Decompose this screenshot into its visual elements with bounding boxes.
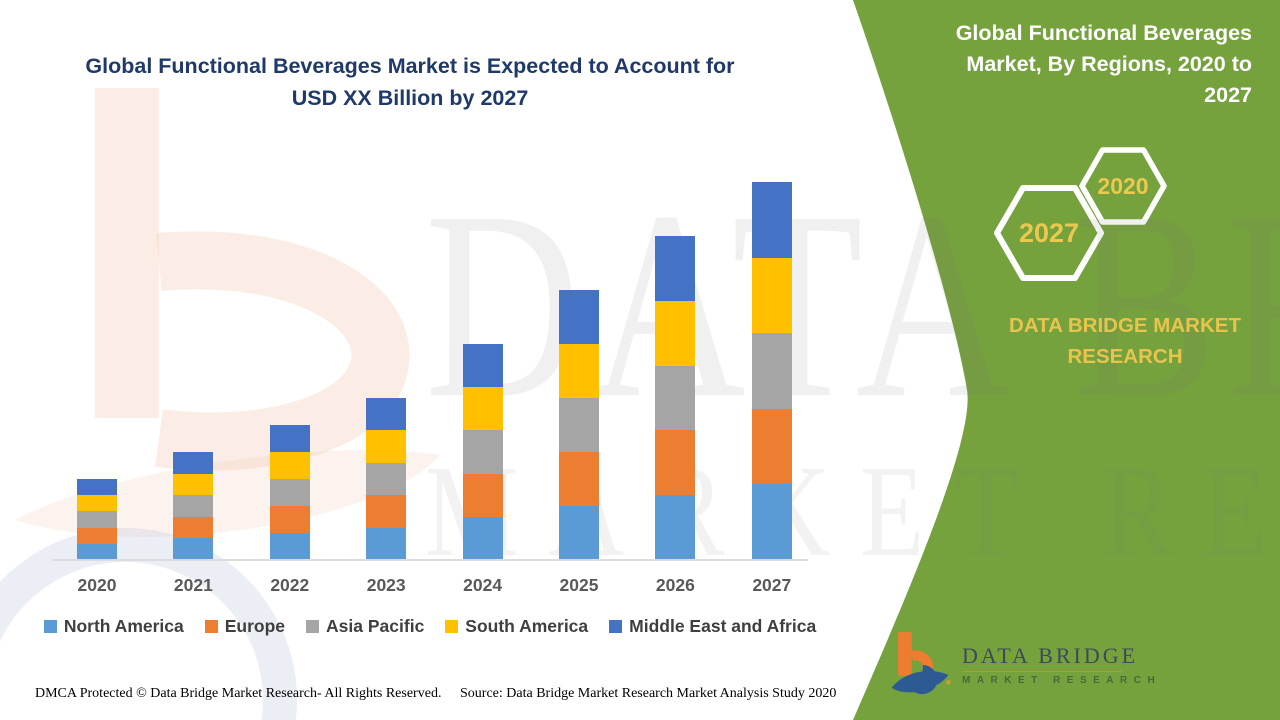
bar-segment (77, 479, 117, 496)
bar-segment (269, 479, 310, 506)
x-axis-label: 2022 (270, 575, 310, 595)
bar-segment (655, 430, 696, 496)
dmca-footer-text: DMCA Protected © Data Bridge Market Rese… (35, 686, 442, 701)
bar-segment (269, 425, 310, 452)
bar-segment (173, 516, 214, 539)
stacked-bar-2020 (77, 479, 117, 560)
legend-marker-icon (609, 620, 623, 633)
hexagon-2020-icon (1079, 147, 1167, 225)
legend-label: South America (465, 616, 589, 636)
legend-marker-icon (306, 620, 320, 633)
bar-segment (751, 182, 792, 258)
x-axis-label: 2023 (366, 575, 406, 595)
bar-segment (655, 300, 696, 366)
x-axis-label: 2024 (463, 575, 503, 595)
legend-item: Europe (204, 616, 286, 637)
stacked-bar-2027 (751, 182, 792, 560)
bar-segment (366, 495, 407, 528)
bar-segment (366, 462, 407, 496)
legend-item: Asia Pacific (306, 616, 424, 637)
legend-item: North America (43, 616, 184, 637)
bar-segment (559, 452, 599, 506)
bar-segment (559, 344, 599, 398)
bar-segment (751, 257, 792, 334)
bar-segment (462, 387, 503, 431)
data-bridge-logo-icon (891, 632, 951, 695)
bar-segment (462, 430, 503, 474)
bar-segment (173, 538, 214, 560)
bar-segment (269, 533, 310, 560)
bar-segment (366, 398, 407, 431)
bar-segment (77, 511, 117, 528)
hexagon-2027-icon (994, 185, 1104, 281)
legend-marker-icon (204, 620, 218, 633)
bar-segment (173, 473, 214, 496)
bar-segment (269, 452, 310, 479)
bar-segment (366, 430, 407, 463)
logo-divider (962, 670, 1122, 672)
data-bridge-logo: DATA BRIDGE MARKET RESEARCH (888, 630, 1161, 698)
legend-marker-icon (43, 620, 57, 633)
stacked-bar-2025 (559, 290, 599, 560)
bar-segment (751, 484, 792, 560)
x-axis-label: 2025 (559, 575, 599, 595)
bar-segment (655, 365, 696, 431)
bar-segment (462, 344, 503, 388)
source-footer-text: Source: Data Bridge Market Research Mark… (460, 686, 837, 701)
x-axis-label: 2020 (77, 575, 117, 595)
bar-segment (173, 495, 214, 517)
bar-segment (655, 236, 696, 301)
bar-segment (751, 408, 792, 485)
bar-segment (77, 527, 117, 544)
stacked-bar-2022 (269, 425, 310, 560)
bar-segment (559, 398, 599, 452)
hexagon-2027-label: 2027 (1018, 218, 1080, 248)
chart-title: Global Functional Beverages Market is Ex… (40, 50, 780, 114)
chart-legend: North America Europe Asia Pacific South Ame… (40, 616, 820, 637)
logo-title-text: DATA BRIDGE (962, 642, 1139, 668)
x-axis-label: 2026 (655, 575, 695, 595)
bar-segment (559, 290, 599, 344)
x-axis-line (52, 559, 808, 561)
bar-segment (462, 516, 503, 560)
hexagon-2020-label: 2020 (1097, 173, 1149, 199)
stacked-bar-2024 (462, 344, 503, 560)
panel-title: Global Functional Beverages Market, By R… (955, 21, 1252, 107)
legend-item: Middle East and Africa (609, 616, 816, 637)
legend-item: South America (445, 616, 588, 637)
bar-segment (462, 473, 503, 517)
bar-segment (77, 543, 117, 560)
chart-title-line1: Global Functional Beverages Market is Ex… (85, 54, 735, 78)
bar-segment (366, 527, 407, 560)
logo-subtitle-text: MARKET RESEARCH (962, 674, 1162, 686)
bar-segment (269, 506, 310, 533)
x-axis-label: 2027 (752, 575, 792, 595)
legend-label: Middle East and Africa (629, 616, 817, 636)
legend-label: Asia Pacific (326, 616, 425, 636)
stacked-bar-plot (0, 160, 830, 560)
legend-label: North America (63, 616, 184, 636)
chart-title-line2: USD XX Billion by 2027 (291, 86, 529, 110)
bar-segment (173, 452, 214, 474)
bar-segment (77, 495, 117, 512)
stacked-bar-2021 (173, 452, 214, 560)
bar-segment (559, 506, 599, 560)
legend-label: Europe (224, 616, 286, 636)
stacked-bar-2023 (366, 398, 407, 560)
bar-segment (655, 495, 696, 560)
bar-segment (751, 333, 792, 409)
green-panel-shape (853, 0, 1280, 720)
stacked-bar-2026 (655, 236, 696, 560)
x-axis-label: 2021 (173, 575, 213, 595)
legend-marker-icon (445, 620, 459, 633)
brand-name-text: DATA BRIDGE MARKET RESEARCH (1009, 314, 1241, 368)
